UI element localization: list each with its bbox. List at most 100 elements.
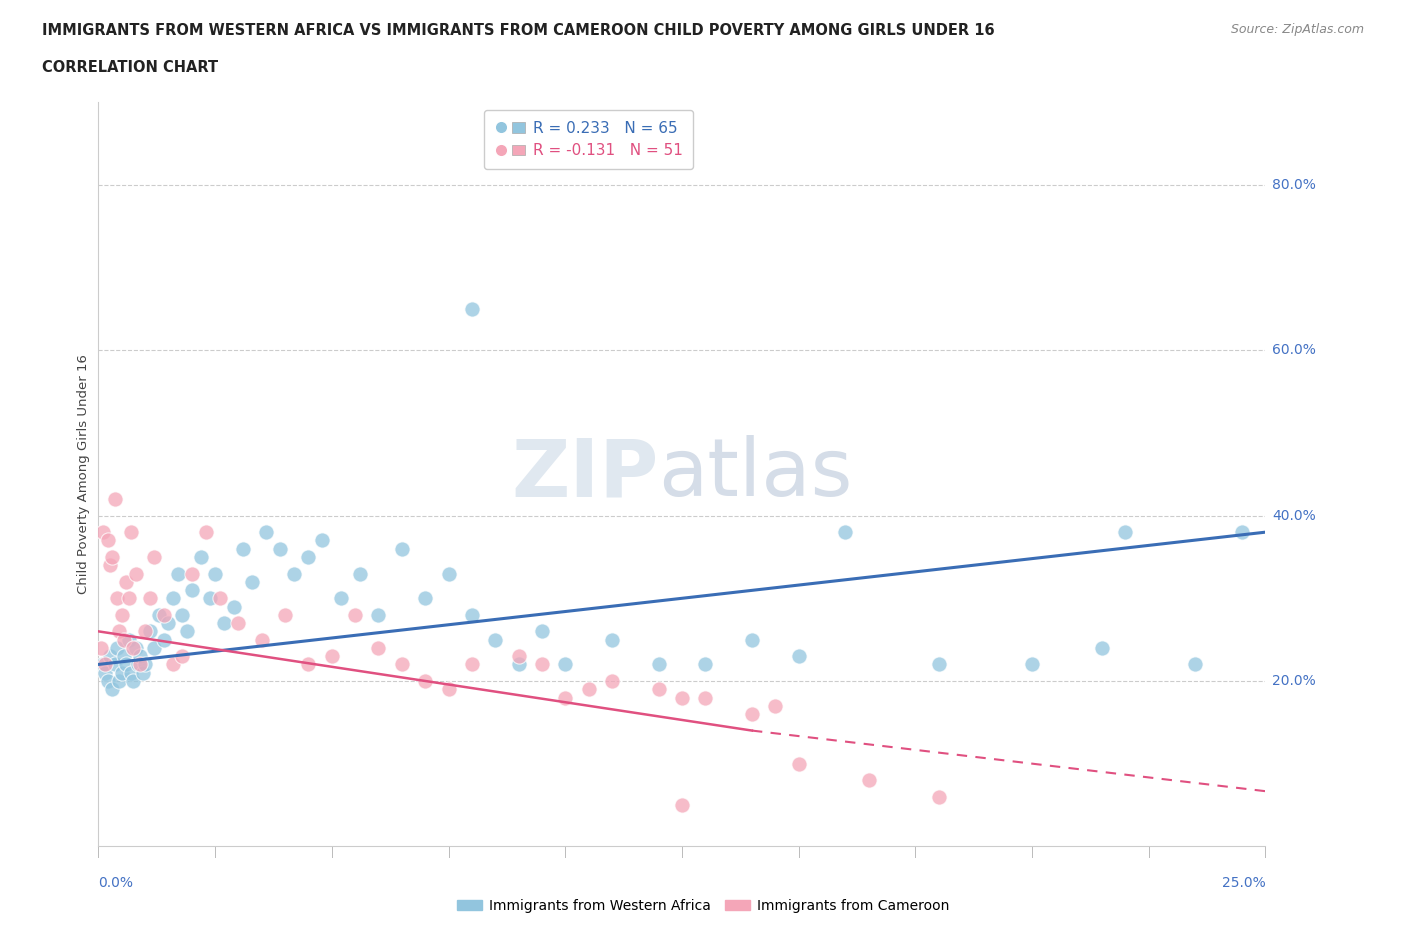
Point	[741, 632, 763, 647]
Point	[578, 682, 600, 697]
Point	[1114, 525, 1136, 539]
Point	[647, 682, 669, 697]
Text: Source: ZipAtlas.com: Source: ZipAtlas.com	[1230, 23, 1364, 36]
Point	[115, 657, 138, 671]
Point	[111, 665, 134, 680]
Point	[190, 550, 212, 565]
Text: 80.0%: 80.0%	[1272, 178, 1316, 192]
Text: 60.0%: 60.0%	[1272, 343, 1316, 357]
Point	[134, 624, 156, 639]
Point	[461, 607, 484, 622]
Point	[214, 616, 236, 631]
Point	[91, 657, 114, 671]
Point	[413, 591, 436, 605]
Point	[297, 657, 319, 671]
Point	[530, 624, 553, 639]
Point	[172, 649, 194, 664]
Point	[162, 591, 184, 605]
Text: 40.0%: 40.0%	[1272, 509, 1316, 523]
Point	[647, 657, 669, 671]
Point	[297, 550, 319, 565]
Point	[200, 591, 222, 605]
Point	[148, 607, 170, 622]
Point	[391, 541, 413, 556]
Point	[600, 632, 623, 647]
Point	[122, 673, 145, 688]
Point	[858, 773, 880, 788]
Point	[1184, 657, 1206, 671]
Text: ZIP: ZIP	[512, 435, 658, 513]
Point	[763, 698, 786, 713]
Point	[139, 624, 162, 639]
Point	[391, 657, 413, 671]
Point	[98, 649, 121, 664]
Point	[1230, 525, 1253, 539]
Point	[132, 665, 155, 680]
Point	[671, 798, 693, 813]
Point	[143, 641, 166, 656]
Point	[530, 657, 553, 671]
Point	[98, 558, 121, 573]
Point	[166, 566, 188, 581]
Point	[228, 616, 250, 631]
Point	[97, 533, 120, 548]
Legend: R = 0.233   N = 65, R = -0.131   N = 51: R = 0.233 N = 65, R = -0.131 N = 51	[484, 110, 693, 169]
Point	[508, 657, 530, 671]
Point	[928, 790, 950, 804]
Point	[321, 649, 343, 664]
Point	[90, 641, 112, 656]
Point	[367, 607, 389, 622]
Text: 20.0%: 20.0%	[1272, 674, 1316, 688]
Point	[461, 301, 484, 316]
Point	[741, 707, 763, 722]
Point	[484, 632, 506, 647]
Legend: Immigrants from Western Africa, Immigrants from Cameroon: Immigrants from Western Africa, Immigran…	[451, 894, 955, 919]
Point	[108, 673, 131, 688]
Point	[104, 657, 127, 671]
Point	[118, 632, 141, 647]
Point	[554, 690, 576, 705]
Point	[143, 550, 166, 565]
Point	[125, 566, 148, 581]
Point	[120, 525, 142, 539]
Point	[283, 566, 305, 581]
Point	[176, 624, 198, 639]
Point	[101, 682, 124, 697]
Point	[554, 657, 576, 671]
Point	[105, 641, 128, 656]
Point	[157, 616, 180, 631]
Point	[129, 657, 152, 671]
Point	[311, 533, 333, 548]
Point	[695, 690, 717, 705]
Point	[94, 657, 117, 671]
Point	[194, 525, 217, 539]
Point	[101, 550, 124, 565]
Text: CORRELATION CHART: CORRELATION CHART	[42, 60, 218, 75]
Point	[437, 682, 460, 697]
Point	[232, 541, 254, 556]
Point	[111, 607, 134, 622]
Y-axis label: Child Poverty Among Girls Under 16: Child Poverty Among Girls Under 16	[77, 354, 90, 594]
Point	[134, 657, 156, 671]
Point	[787, 756, 810, 771]
Text: 25.0%: 25.0%	[1222, 876, 1265, 890]
Point	[139, 591, 162, 605]
Point	[834, 525, 856, 539]
Point	[108, 624, 131, 639]
Point	[1091, 641, 1114, 656]
Point	[695, 657, 717, 671]
Point	[105, 591, 128, 605]
Point	[256, 525, 278, 539]
Text: IMMIGRANTS FROM WESTERN AFRICA VS IMMIGRANTS FROM CAMEROON CHILD POVERTY AMONG G: IMMIGRANTS FROM WESTERN AFRICA VS IMMIGR…	[42, 23, 995, 38]
Text: 0.0%: 0.0%	[98, 876, 134, 890]
Point	[152, 607, 174, 622]
Point	[94, 665, 117, 680]
Point	[129, 649, 152, 664]
Point	[127, 657, 149, 671]
Point	[118, 591, 141, 605]
Point	[367, 641, 389, 656]
Point	[787, 649, 810, 664]
Point	[413, 673, 436, 688]
Point	[208, 591, 231, 605]
Point	[112, 632, 135, 647]
